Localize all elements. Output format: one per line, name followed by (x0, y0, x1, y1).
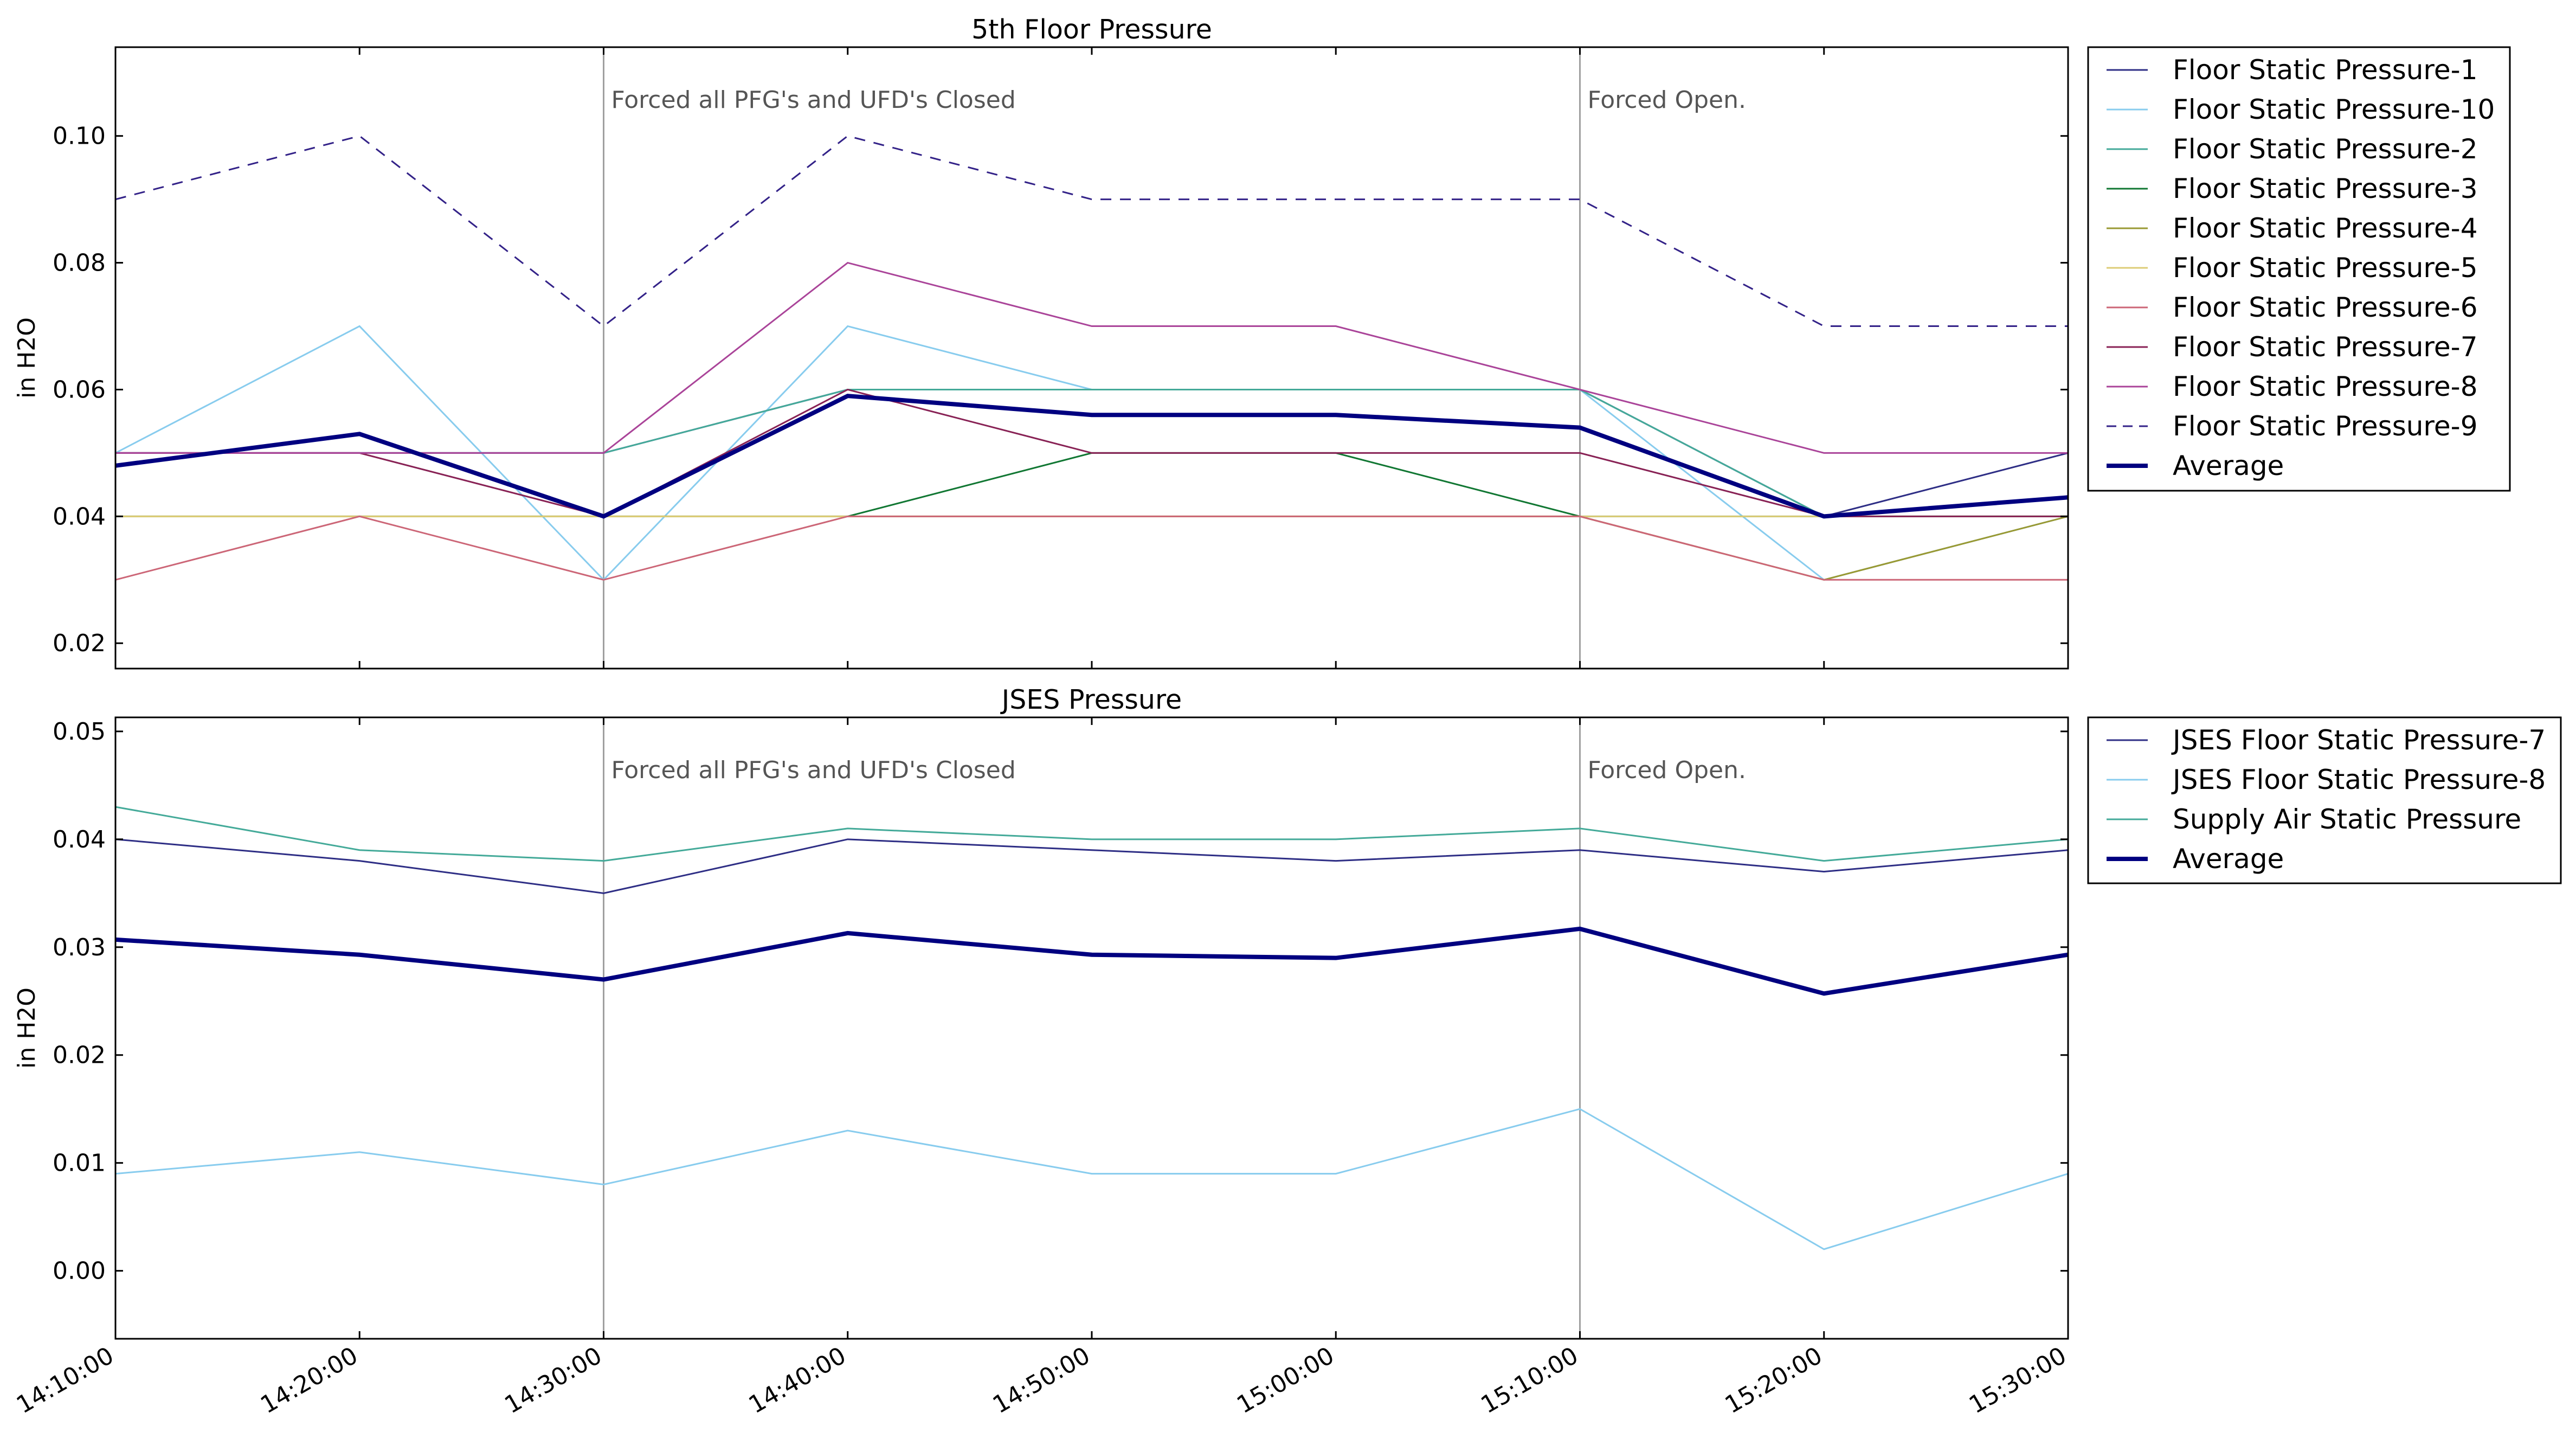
legend-entry: Floor Static Pressure-6 (2173, 292, 2478, 323)
x-tick-label: 15:30:00 (1965, 1341, 2071, 1419)
legend-entry: Floor Static Pressure-7 (2173, 331, 2478, 363)
y-tick-label: 0.04 (53, 503, 106, 530)
chart-title: 5th Floor Pressure (971, 14, 1212, 45)
y-tick-label: 0.10 (53, 123, 106, 150)
legend: Floor Static Pressure-1 Floor Static Pres… (2087, 46, 2511, 492)
legend-entry: Floor Static Pressure-1 (2173, 54, 2478, 86)
x-tick-label: 14:30:00 (500, 1341, 607, 1419)
y-tick-label: 0.00 (53, 1257, 106, 1285)
legend-entry: Floor Static Pressure-2 (2173, 133, 2478, 165)
series-line-average (115, 394, 2069, 519)
legend: JSES Floor Static Pressure-7 JSES Floor S… (2087, 716, 2562, 884)
legend-entry: Floor Static Pressure-9 (2173, 410, 2478, 442)
legend-entry: Floor Static Pressure-10 (2173, 94, 2495, 125)
series-line-jses-floor-static-pressure-7 (115, 838, 2069, 894)
legend-box (2087, 716, 2562, 884)
chart-title: JSES Pressure (1000, 684, 1182, 715)
series-line-floor-static-pressure-7 (115, 388, 2068, 517)
chart-panel-1: 5th Floor Pressure in H2O Forced all PFG's… (13, 14, 2511, 670)
x-tick-label: 14:40:00 (744, 1341, 851, 1419)
y-tick-label: 0.02 (53, 630, 106, 657)
series-line-supply-air-static-pressure (115, 806, 2069, 862)
annotation-label: Forced all PFG's and UFD's Closed (611, 86, 1016, 114)
legend-entry: Average (2173, 843, 2284, 875)
legend-entry: Floor Static Pressure-4 (2173, 213, 2478, 244)
x-tick-label: 15:00:00 (1232, 1341, 1339, 1419)
x-tick-label: 14:50:00 (988, 1341, 1095, 1419)
series-line-average (115, 926, 2069, 996)
series-line-floor-static-pressure-4 (115, 515, 2069, 581)
chart-panel-2: JSES Pressure in H2O Forced all PFG's and … (12, 684, 2562, 1419)
legend-entry: JSES Floor Static Pressure-8 (2171, 764, 2546, 795)
legend-box (2087, 46, 2511, 492)
series-line-floor-static-pressure-8 (115, 261, 2068, 454)
y-axis-label: in H2O (13, 317, 41, 399)
series-line-floor-static-pressure-6 (115, 515, 2068, 581)
y-tick-label: 0.01 (53, 1150, 106, 1177)
y-tick-label: 0.04 (53, 826, 106, 853)
legend-entry: Supply Air Static Pressure (2173, 804, 2521, 835)
series-line-floor-static-pressure-9 (115, 135, 2068, 328)
x-tick-label: 15:20:00 (1721, 1341, 1827, 1419)
legend-entry: Floor Static Pressure-5 (2173, 252, 2478, 284)
y-tick-label: 0.08 (53, 249, 106, 277)
y-tick-label: 0.06 (53, 376, 106, 403)
y-tick-label: 0.05 (53, 718, 106, 746)
annotation-label: Forced Open. (1588, 756, 1746, 784)
x-tick-label: 14:20:00 (256, 1341, 363, 1419)
plot-frame (114, 46, 2069, 670)
y-axis-label: in H2O (13, 987, 41, 1069)
y-tick-label: 0.02 (53, 1042, 106, 1069)
annotation-label: Forced Open. (1588, 86, 1746, 114)
series-line-floor-static-pressure-3 (115, 452, 2068, 517)
x-tick-label: 15:10:00 (1476, 1341, 1583, 1419)
plot-frame (114, 716, 2069, 1340)
legend-entry: JSES Floor Static Pressure-7 (2171, 724, 2546, 756)
x-tick-label: 14:10:00 (12, 1341, 119, 1419)
annotation-label: Forced all PFG's and UFD's Closed (611, 756, 1016, 784)
legend-entry: Floor Static Pressure-8 (2173, 371, 2478, 402)
legend-entry: Average (2173, 450, 2284, 482)
series-line-jses-floor-static-pressure-8 (115, 1108, 2069, 1250)
y-tick-label: 0.03 (53, 934, 106, 961)
legend-entry: Floor Static Pressure-3 (2173, 173, 2478, 204)
